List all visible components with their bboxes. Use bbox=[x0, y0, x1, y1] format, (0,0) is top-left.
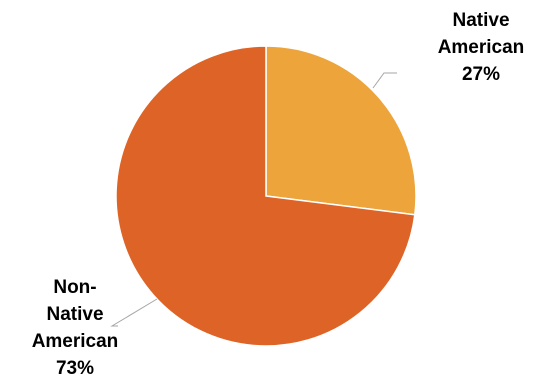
slice-label-line: American bbox=[32, 331, 119, 352]
leader-lines bbox=[110, 72, 397, 327]
slice-label-line: Native bbox=[452, 10, 509, 31]
pie-slice-native-american bbox=[265, 45, 417, 216]
slice-label-line: American bbox=[438, 37, 525, 58]
slice-label-line: Non- bbox=[53, 277, 96, 298]
slice-label-line: 27% bbox=[462, 64, 500, 85]
pie-slices bbox=[115, 45, 417, 347]
pie-slice-non-native-american bbox=[115, 45, 416, 347]
slice-label-native-american: Native American 27% bbox=[438, 10, 525, 85]
slice-label-non-native-american: Non- Native American 73% bbox=[32, 277, 119, 379]
slice-label-line: Native bbox=[46, 304, 103, 325]
slice-label-line: 73% bbox=[56, 358, 94, 379]
leader-line bbox=[110, 298, 158, 327]
leader-line bbox=[372, 72, 397, 89]
